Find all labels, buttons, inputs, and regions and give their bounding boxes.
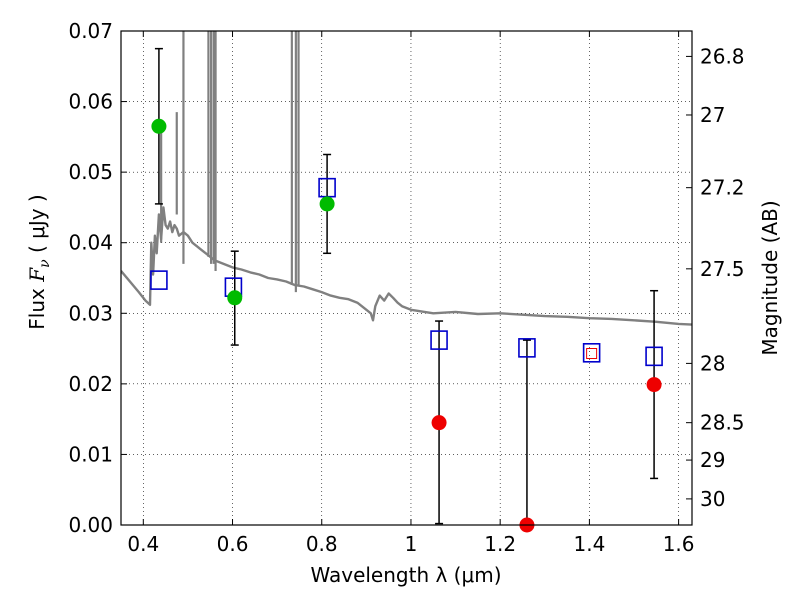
square-marker (645, 346, 663, 367)
grid-lines (121, 31, 692, 525)
y-tick-label: 0.04 (68, 231, 113, 255)
y-tick-label: 0.01 (68, 442, 113, 466)
y-axis-ticks: 0.00 0.01 0.02 0.03 0.04 0.05 0.06 0.07 (68, 19, 127, 537)
circle-marker (431, 415, 447, 431)
square-marker (150, 270, 168, 290)
y-tick-label: 0.03 (68, 301, 113, 325)
y-tick-label: 0.02 (68, 372, 113, 396)
small-square-marker (586, 348, 598, 360)
x-tick-label: 1 (405, 532, 418, 556)
model-spectrum (121, 31, 692, 326)
right-tick-label: 27 (700, 103, 725, 127)
plot-frame (120, 30, 693, 526)
circle-marker (646, 377, 662, 393)
right-tick-label: 27.5 (700, 257, 745, 281)
x-tick-label: 1.6 (663, 532, 695, 556)
y-tick-label: 0.05 (68, 160, 113, 184)
y-tick-label: 0.00 (68, 513, 113, 537)
x-axis-ticks: 0.4 0.6 0.8 1 1.2 1.4 1.6 (127, 31, 695, 556)
right-tick-label: 27.2 (700, 176, 745, 200)
square-marker (518, 338, 536, 358)
right-tick-label: 28 (700, 351, 725, 375)
x-tick-label: 0.8 (306, 532, 338, 556)
x-tick-label: 1.4 (573, 532, 605, 556)
y-axis-label-right: Magnitude (AB) (758, 200, 782, 355)
circle-marker (319, 196, 335, 212)
square-marker (582, 343, 601, 363)
x-tick-label: 1.2 (484, 532, 516, 556)
circle-marker (151, 118, 167, 134)
right-tick-label: 28.5 (700, 411, 745, 435)
circle-marker (227, 290, 243, 306)
x-tick-label: 0.4 (127, 532, 159, 556)
spectrum-line (121, 206, 692, 326)
x-tick-label: 0.6 (217, 532, 249, 556)
right-tick-label: 30 (700, 487, 725, 511)
square-marker (430, 330, 448, 350)
y-tick-label: 0.07 (68, 19, 113, 43)
right-tick-label: 29 (700, 448, 725, 472)
data-markers (150, 118, 663, 533)
x-axis-label: Wavelength λ (μm) (310, 563, 501, 587)
y-tick-label: 0.06 (68, 90, 113, 114)
right-axis-ticks: 26.8 27 27.2 27.5 28 28.5 29 30 (686, 44, 745, 511)
error-bars (154, 47, 659, 526)
y-axis-label-left: Flux Fν ( μJy ) (25, 194, 53, 329)
right-tick-label: 26.8 (700, 44, 745, 68)
